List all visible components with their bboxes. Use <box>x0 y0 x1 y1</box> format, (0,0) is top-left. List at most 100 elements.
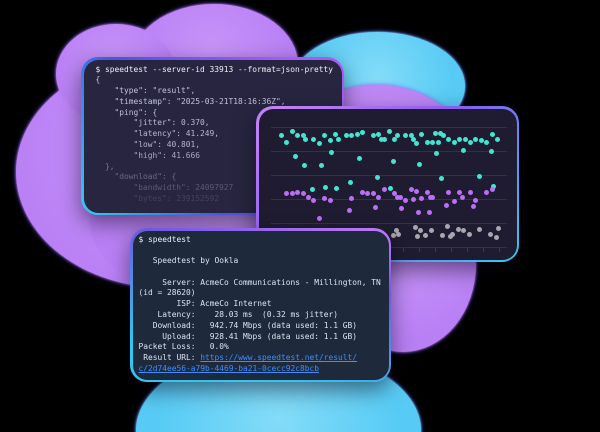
scatter-dot <box>414 188 419 194</box>
scatter-dot <box>414 140 419 146</box>
scatter-dot <box>356 155 362 161</box>
scatter-dot <box>408 187 414 193</box>
scatter-dot <box>419 132 425 138</box>
terminal-line <box>139 245 386 256</box>
scatter-dot <box>441 132 446 138</box>
scatter-dot <box>461 148 467 154</box>
chart-axis-tick <box>482 247 484 252</box>
scatter-dot <box>316 140 322 146</box>
scatter-dot <box>300 191 306 196</box>
terminal-line: "type": "result", <box>95 86 196 96</box>
scatter-dot <box>395 133 401 139</box>
scatter-dot <box>415 234 421 240</box>
scatter-dot <box>471 204 477 210</box>
terminal-line: c/2d74ee56-a79b-4469-ba21-0cecc92c8bcb <box>139 364 386 375</box>
terminal-line: Upload: 928.41 Mbps (data used: 1.1 GB) <box>138 331 358 341</box>
scatter-dot <box>349 132 355 138</box>
scatter-dot <box>444 203 450 209</box>
scatter-dot <box>392 137 398 143</box>
scatter-dot <box>329 149 335 155</box>
speedtest-terminal-text: $ speedtest Speedtest by Ookla Server: A… <box>133 231 389 375</box>
scatter-dot <box>445 224 450 230</box>
scatter-dot <box>428 227 434 233</box>
terminal-line: $ speedtest <box>138 234 191 244</box>
scatter-dot <box>295 133 301 139</box>
terminal-line: Result URL: https://www.speedtest.net/re… <box>138 353 358 363</box>
scatter-dot <box>334 185 340 191</box>
chart-axis-tick <box>418 247 420 252</box>
chart-axis-tick <box>466 247 468 252</box>
scatter-dot <box>327 137 333 143</box>
scatter-dot <box>489 131 495 137</box>
scatter-dot <box>311 197 317 203</box>
result-url-link[interactable]: https://www.speedtest.net/result/ <box>200 353 358 363</box>
scatter-dot <box>427 194 433 200</box>
chart-gridline <box>270 126 507 128</box>
scatter-dot <box>346 207 352 213</box>
terminal-line: "download": { <box>95 172 177 182</box>
scatter-dot <box>424 190 430 196</box>
terminal-line: Speedtest by Ookla <box>138 256 239 266</box>
scatter-dot <box>393 228 399 234</box>
scatter-dot <box>388 185 394 191</box>
terminal-line: "jitter": 0.370, <box>95 118 210 128</box>
terminal-line: ISP: AcmeCo Internet <box>138 299 272 309</box>
scatter-dot <box>335 136 341 142</box>
scatter-dot <box>403 133 409 139</box>
scatter-dot <box>295 190 301 196</box>
scatter-dot <box>306 194 311 200</box>
scatter-dot <box>432 130 438 136</box>
scatter-dot <box>309 186 315 192</box>
chart-gridline <box>270 150 507 152</box>
result-url-link[interactable]: c/2d74ee56-a79b-4469-ba21-0cecc92c8bcb <box>138 364 320 374</box>
scatter-dot <box>316 216 322 222</box>
scatter-dot <box>365 191 371 197</box>
terminal-line <box>139 267 386 278</box>
scatter-dot <box>378 136 384 142</box>
terminal-line: Download: 942.74 Mbps (data used: 1.1 GB… <box>138 320 358 330</box>
scatter-dot <box>284 139 290 145</box>
scatter-dot <box>424 140 430 146</box>
scatter-dot <box>419 195 425 201</box>
chart-axis-tick <box>450 247 452 252</box>
scatter-dot <box>403 197 409 203</box>
scatter-dot <box>284 190 290 196</box>
scatter-dot <box>289 129 295 135</box>
terminal-line: "high": 41.666 <box>95 150 201 160</box>
scatter-dot <box>279 133 284 139</box>
scatter-dot <box>354 131 360 137</box>
scatter-dot <box>457 137 463 143</box>
scatter-dot <box>381 137 387 143</box>
scatter-dot <box>392 191 398 197</box>
scatter-dot <box>370 190 376 196</box>
scatter-dot <box>370 132 376 138</box>
scatter-dot <box>376 194 382 200</box>
scatter-dot <box>391 159 397 165</box>
scatter-dot <box>450 232 456 238</box>
scatter-dot <box>478 138 484 144</box>
terminal-line: "bytes": 239152592 <box>95 194 220 204</box>
terminal-line: "ping": { <box>95 107 158 117</box>
scatter-dot <box>477 173 483 179</box>
scatter-dot <box>451 139 457 145</box>
scatter-dot <box>411 136 417 142</box>
scatter-dot <box>387 129 392 135</box>
scatter-dot <box>455 227 461 233</box>
scatter-dot <box>438 130 444 136</box>
scatter-dot <box>300 132 306 138</box>
scatter-dot <box>457 190 463 196</box>
scatter-dot <box>468 190 473 196</box>
chart-axis-tick <box>498 247 500 252</box>
scatter-dot <box>360 129 365 135</box>
terminal-line: (id = 28620) <box>138 288 196 298</box>
terminal-line: $ speedtest --server-id 33913 --format=j… <box>95 64 334 74</box>
scatter-dot <box>493 235 499 240</box>
scatter-dot <box>430 194 436 200</box>
chart-gridline <box>270 174 507 176</box>
scatter-dot <box>473 136 479 142</box>
scatter-dot <box>430 140 436 146</box>
scatter-dot <box>311 136 317 142</box>
scatter-dot <box>434 150 440 156</box>
scatter-dot <box>446 136 452 142</box>
scatter-dot <box>435 139 441 145</box>
